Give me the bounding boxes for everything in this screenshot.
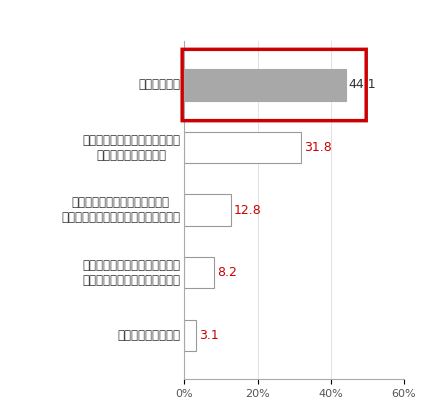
Text: 自社内とアウトソースどちらも
（アウトソースの割合が高い）: 自社内とアウトソースどちらも （アウトソースの割合が高い） (82, 259, 180, 287)
Bar (184, 194, 231, 226)
Text: すべてアウトソース: すべてアウトソース (117, 329, 180, 342)
Bar (184, 69, 345, 101)
Text: 44.1: 44.1 (348, 79, 375, 91)
Text: 31.8: 31.8 (303, 141, 331, 154)
Text: すべて自社内: すべて自社内 (138, 79, 180, 91)
Text: [09] コンテンツ作成のアウトソース有無: [09] コンテンツ作成のアウトソース有無 (11, 12, 215, 29)
Bar (184, 257, 214, 288)
Text: （単一回答、n=605）: （単一回答、n=605） (335, 39, 429, 52)
Text: 12.8: 12.8 (233, 204, 261, 217)
Bar (184, 320, 195, 351)
Text: 自社内とアウトソースどちらも
（自社の割合が高い）: 自社内とアウトソースどちらも （自社の割合が高い） (82, 133, 180, 162)
Bar (184, 132, 300, 163)
Text: 3.1: 3.1 (198, 329, 218, 342)
Text: 8.2: 8.2 (217, 266, 237, 279)
Text: 自社内とアウトソースどちらも
（自社とアウトソースの割合が半々）: 自社内とアウトソースどちらも （自社とアウトソースの割合が半々） (61, 196, 180, 224)
